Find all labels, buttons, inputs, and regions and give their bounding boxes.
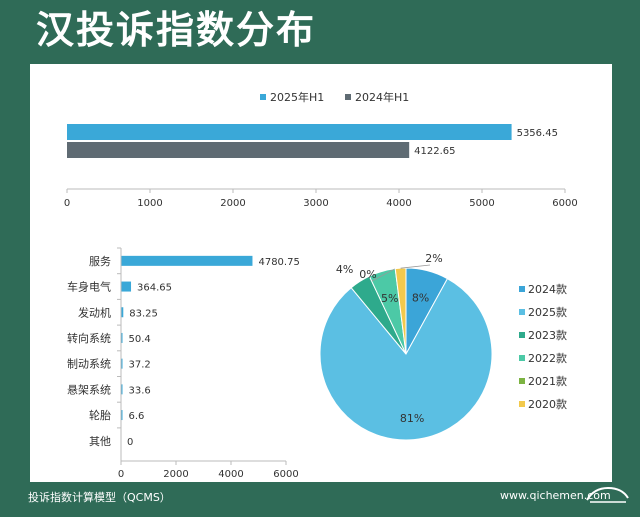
category-bar — [121, 332, 123, 343]
legend-swatch-1 — [260, 94, 266, 100]
page-title: 汉投诉指数分布 — [36, 8, 317, 52]
x-tick-label: 4000 — [386, 198, 411, 209]
category-label: 车身电气 — [67, 280, 111, 294]
bar-value-label-1: 5356.45 — [517, 128, 558, 139]
x-tick-label: 0 — [64, 198, 70, 209]
pie-legend-label: 2025款 — [528, 305, 567, 319]
pie-legend-label: 2020款 — [528, 397, 567, 411]
x-tick-label: 0 — [118, 469, 124, 480]
category-value-label: 364.65 — [137, 283, 172, 294]
pie-slice-label: 4% — [336, 263, 353, 276]
car-logo-icon — [586, 486, 629, 503]
category-value-label: 33.6 — [129, 385, 151, 396]
category-value-label: 83.25 — [129, 308, 158, 319]
x-tick-label: 5000 — [469, 198, 494, 209]
x-tick-label: 2000 — [163, 469, 188, 480]
pie-slice-label: 81% — [400, 412, 424, 425]
category-value-label: 50.4 — [129, 334, 151, 345]
category-bar — [121, 307, 124, 318]
pie-legend-swatch — [519, 355, 525, 361]
category-value-label: 37.2 — [129, 360, 151, 371]
pie-legend-swatch — [519, 401, 525, 407]
pie-slice-label: 8% — [412, 291, 429, 304]
category-label: 制动系统 — [67, 358, 111, 371]
model-footnote: 投诉指数计算模型（QCMS） — [28, 491, 171, 504]
category-label: 悬架系统 — [67, 383, 111, 396]
category-bar — [121, 358, 123, 369]
category-bar — [121, 281, 132, 292]
legend-label-1: 2025年H1 — [270, 90, 324, 104]
category-bar — [121, 410, 123, 421]
x-tick-label: 3000 — [303, 198, 328, 209]
pie-slice — [319, 277, 493, 441]
charts-canvas: 2025年H1 2024年H1 5356.45 4122.65 0 1000 2000 300… — [64, 90, 578, 480]
category-label: 发动机 — [78, 305, 111, 319]
pie-legend-label: 2021款 — [528, 374, 567, 388]
site-url[interactable]: www.qichemen.com — [500, 489, 611, 502]
category-label: 轮胎 — [89, 408, 111, 422]
x-tick-label: 1000 — [137, 198, 162, 209]
pie-legend-swatch — [519, 286, 525, 292]
x-tick-label: 6000 — [552, 198, 577, 209]
x-tick-label: 4000 — [218, 469, 243, 480]
pie-leader-line — [371, 268, 396, 282]
category-bar — [121, 384, 123, 395]
pie-legend-swatch — [519, 332, 525, 338]
legend-label-2: 2024年H1 — [355, 90, 409, 104]
category-value-label: 0 — [127, 437, 133, 448]
x-tick-label: 6000 — [273, 469, 298, 480]
x-tick-label: 2000 — [220, 198, 245, 209]
bar-2 — [67, 142, 410, 158]
pie-legend-label: 2022款 — [528, 351, 567, 365]
pie-legend-label: 2023款 — [528, 328, 567, 342]
pie-slice-label: 5% — [381, 292, 398, 305]
pie-slice-label: 0% — [359, 268, 376, 281]
category-label: 转向系统 — [67, 331, 111, 345]
legend-swatch-2 — [345, 94, 351, 100]
pie-slice — [394, 267, 407, 355]
bar-value-label-2: 4122.65 — [414, 146, 455, 157]
category-value-label: 6.6 — [129, 411, 145, 422]
pie-slice-label: 2% — [425, 252, 442, 265]
pie-legend-label: 2024款 — [528, 282, 567, 296]
chart-panel: 2025年H1 2024年H1 5356.45 4122.65 0 1000 2000 300… — [30, 64, 612, 482]
category-bar — [121, 255, 253, 266]
category-label: 其他 — [89, 435, 111, 448]
pie-legend-swatch — [519, 309, 525, 315]
pie-legend-swatch — [519, 378, 525, 384]
pie-leader-line — [400, 264, 431, 269]
category-value-label: 4780.75 — [258, 257, 299, 268]
bar-1 — [67, 124, 512, 140]
category-label: 服务 — [89, 255, 111, 268]
